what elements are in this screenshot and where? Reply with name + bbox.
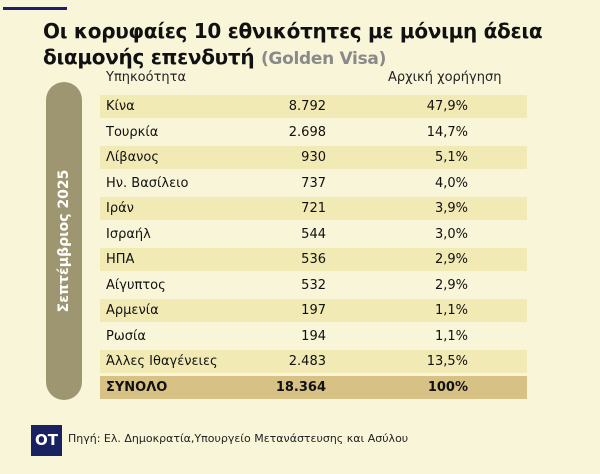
header-nationality: Υπηκοότητα — [106, 70, 187, 85]
cell-name: Ισραήλ — [106, 226, 151, 242]
cell-name: Αίγυπτος — [106, 277, 166, 293]
cell-value: 930 — [301, 150, 326, 165]
table-row: Ην. Βασίλειο 737 4,0% — [100, 172, 527, 195]
total-row: ΣΥΝΟΛΟ 18.364 100% — [100, 375, 527, 399]
cell-name: Ην. Βασίλειο — [106, 175, 189, 191]
cell-value: 197 — [301, 303, 326, 318]
table-row: Αίγυπτος 532 2,9% — [100, 274, 527, 297]
cell-value: 194 — [301, 328, 326, 344]
cell-pct: 100% — [427, 379, 468, 395]
cell-pct: 3,9% — [434, 201, 468, 216]
header-initial-grant: Αρχική χορήγηση — [388, 70, 502, 85]
cell-value: 737 — [301, 175, 326, 191]
table-row: Άλλες Ιθαγένειες 2.483 13,5% — [100, 350, 527, 373]
cell-value: 18.364 — [275, 379, 326, 395]
cell-value: 2.483 — [288, 354, 326, 369]
cell-pct: 1,1% — [434, 328, 468, 344]
cell-pct: 1,1% — [434, 303, 468, 318]
table-row: Ρωσία 194 1,1% — [100, 325, 527, 348]
cell-name: Τουρκία — [106, 124, 159, 140]
table-row: Κίνα 8.792 47,9% — [100, 95, 527, 118]
title-main: Οι κορυφαίες 10 εθνικότητες με μόνιμη άδ… — [43, 19, 543, 69]
table-row: Τουρκία 2.698 14,7% — [100, 121, 527, 144]
date-label: Σεπτέμβριος 2025 — [56, 169, 72, 313]
table-row: ΗΠΑ 536 2,9% — [100, 248, 527, 271]
table-row: Αρμενία 197 1,1% — [100, 299, 527, 322]
cell-value: 532 — [301, 277, 326, 293]
cell-name: Αρμενία — [106, 303, 159, 318]
date-pill: Σεπτέμβριος 2025 — [46, 82, 82, 400]
cell-value: 536 — [301, 252, 326, 267]
cell-pct: 4,0% — [434, 175, 468, 191]
cell-pct: 14,7% — [426, 124, 468, 140]
cell-name: Λίβανος — [106, 150, 160, 165]
cell-value: 8.792 — [288, 99, 326, 114]
ot-logo: OT — [31, 425, 62, 456]
cell-name: Κίνα — [106, 99, 135, 114]
cell-name: ΣΥΝΟΛΟ — [106, 379, 168, 395]
table-row: Λίβανος 930 5,1% — [100, 146, 527, 169]
table-row: Ιράν 721 3,9% — [100, 197, 527, 220]
cell-pct: 13,5% — [426, 354, 468, 369]
cell-pct: 3,0% — [434, 226, 468, 242]
cell-pct: 2,9% — [434, 252, 468, 267]
source-text: Πηγή: Ελ. Δημοκρατία,Υπουργείο Μετανάστε… — [68, 432, 409, 445]
page-title: Οι κορυφαίες 10 εθνικότητες με μόνιμη άδ… — [43, 18, 583, 72]
top-accent-line — [3, 7, 67, 10]
cell-pct: 47,9% — [426, 99, 468, 114]
cell-value: 721 — [301, 201, 326, 216]
cell-value: 2.698 — [288, 124, 326, 140]
table-row: Ισραήλ 544 3,0% — [100, 223, 527, 246]
cell-name: Άλλες Ιθαγένειες — [106, 354, 218, 369]
title-sub: (Golden Visa) — [260, 49, 387, 69]
cell-value: 544 — [301, 226, 326, 242]
cell-name: ΗΠΑ — [106, 252, 135, 267]
cell-name: Ρωσία — [106, 328, 146, 344]
cell-pct: 2,9% — [434, 277, 468, 293]
cell-name: Ιράν — [106, 201, 134, 216]
cell-pct: 5,1% — [434, 150, 468, 165]
